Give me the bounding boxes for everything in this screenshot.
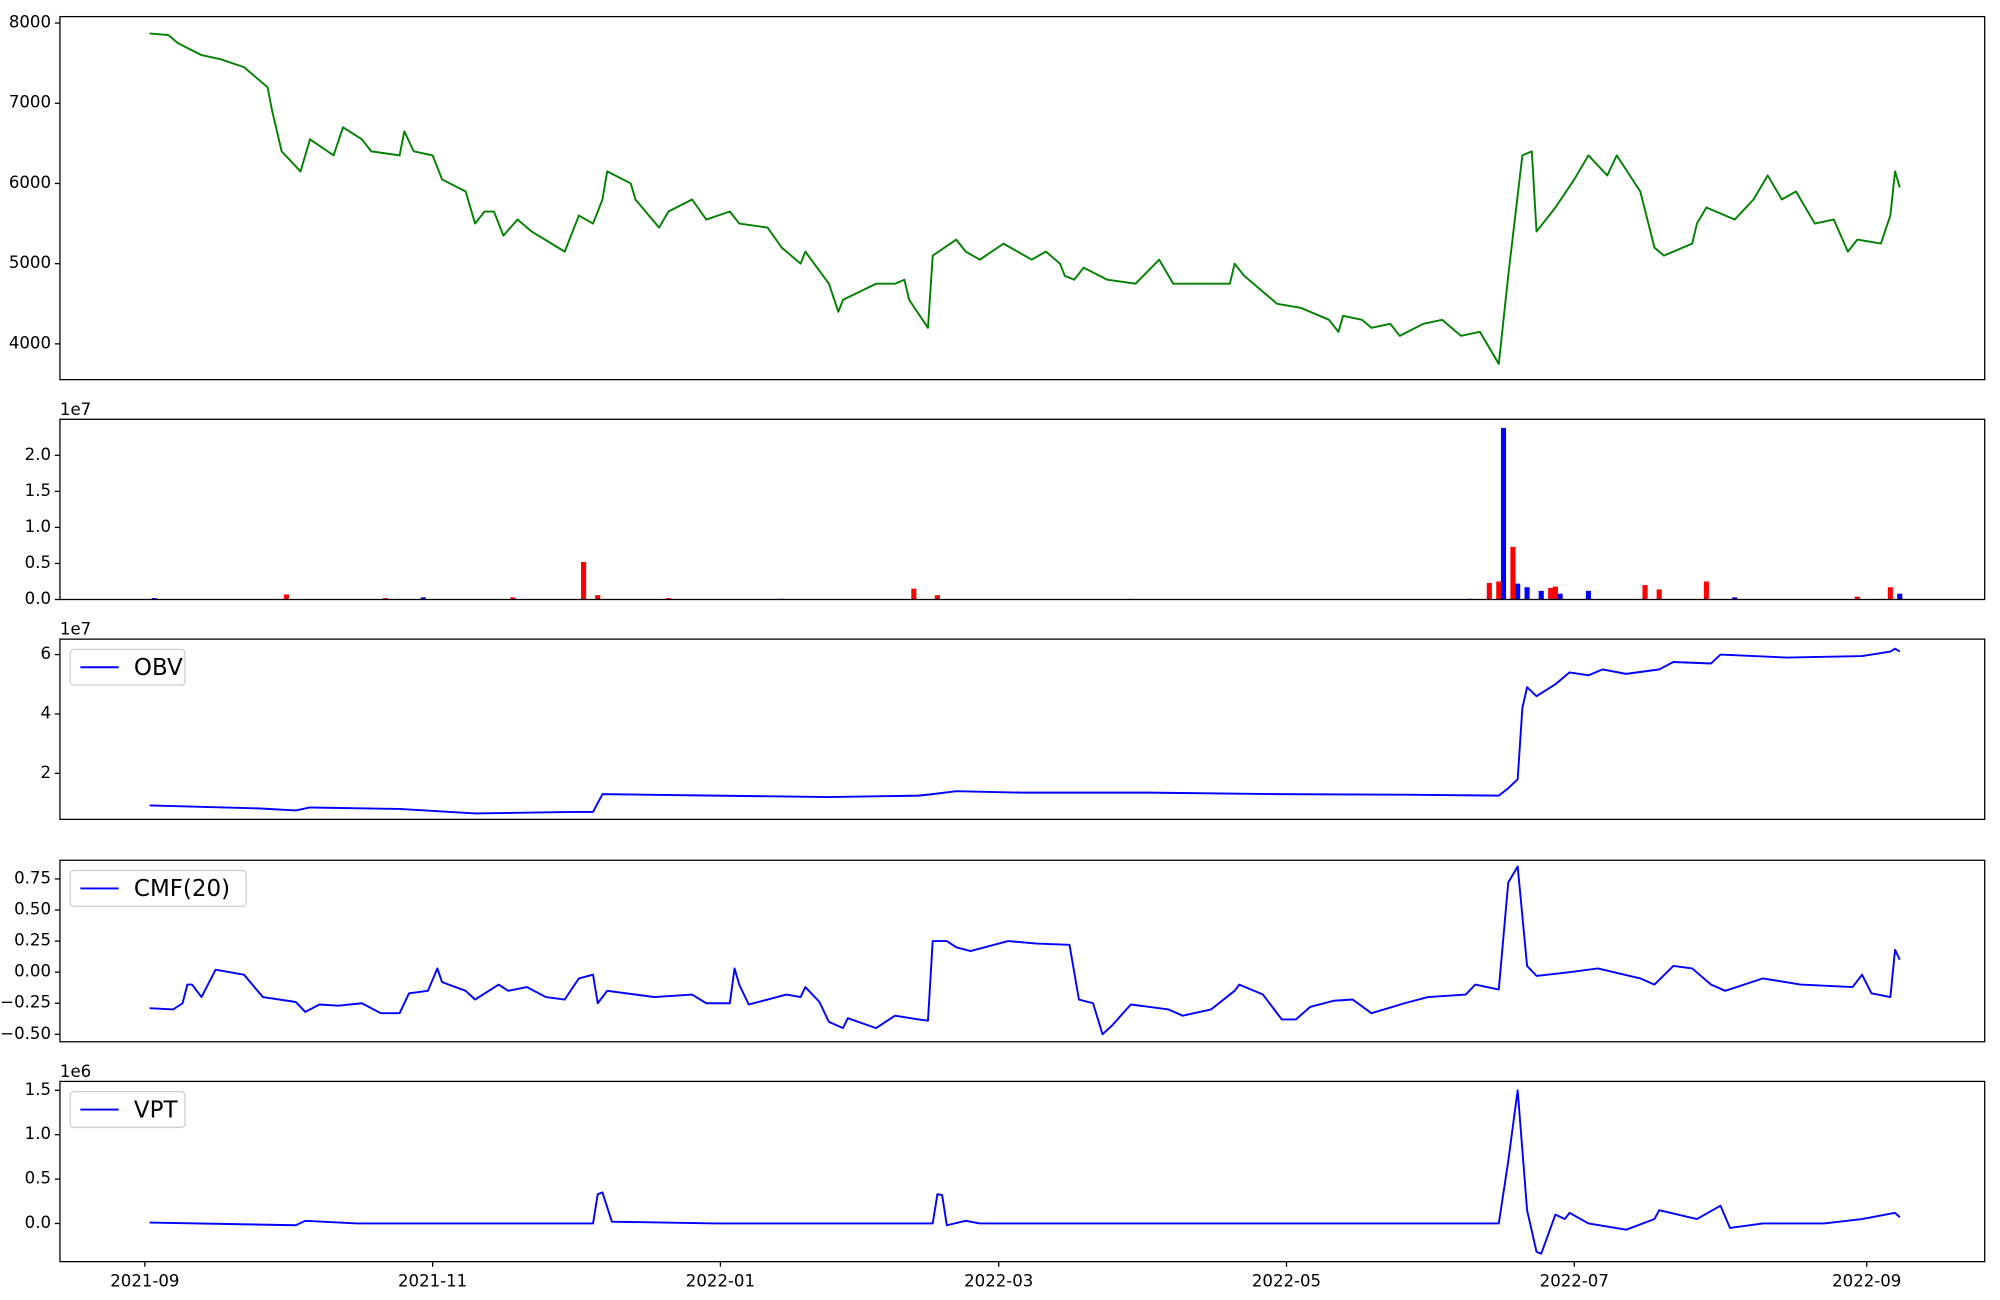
legend-label: VPT xyxy=(134,1097,179,1123)
volume-bar xyxy=(1887,587,1893,600)
x-tick-label: 2021-09 xyxy=(110,1272,179,1291)
x-tick-label: 2021-11 xyxy=(398,1272,467,1291)
y-tick-label: 4000 xyxy=(9,333,51,352)
volume-bar xyxy=(1897,593,1903,600)
x-tick-label: 2022-09 xyxy=(1832,1272,1901,1291)
volume-bar xyxy=(283,594,289,600)
legend-box xyxy=(69,1091,186,1129)
volume-bar xyxy=(1548,587,1554,600)
volume-bar xyxy=(1552,586,1558,600)
axes-frame xyxy=(59,15,1986,381)
axes-frame xyxy=(59,859,1986,1043)
y-tick-label: 8000 xyxy=(9,13,51,32)
volume-bar xyxy=(1500,427,1507,600)
y-tick-label: −0.25 xyxy=(0,993,51,1012)
volume-bar xyxy=(1585,590,1591,600)
legend-box xyxy=(69,648,186,686)
volume-bar xyxy=(581,562,587,600)
x-tick-label: 2022-03 xyxy=(964,1272,1033,1291)
y-tick-label: 2 xyxy=(40,763,51,782)
volume-bar xyxy=(1703,581,1709,600)
volume-bar xyxy=(420,597,426,600)
volume-bar xyxy=(1510,546,1516,600)
volume-bar xyxy=(934,595,940,600)
volume-bar xyxy=(595,595,601,600)
offset-text: 1e7 xyxy=(60,620,91,639)
offset-text: 1e7 xyxy=(60,400,91,419)
volume-bar xyxy=(1557,593,1563,600)
y-tick-label: −0.50 xyxy=(0,1024,51,1043)
volume-bar xyxy=(510,597,516,600)
axes-frame xyxy=(59,1080,1986,1263)
legend-label: CMF(20) xyxy=(134,876,230,902)
y-tick-label: 2.0 xyxy=(25,445,51,464)
y-tick-label: 4 xyxy=(40,703,51,722)
indicator-line xyxy=(149,865,1901,1036)
volume-bar xyxy=(665,598,672,600)
y-tick-label: 0.5 xyxy=(25,553,51,572)
y-tick-label: 1.0 xyxy=(25,517,51,536)
y-tick-label: 6000 xyxy=(9,173,51,192)
volume-bar xyxy=(1732,597,1738,600)
volume-bar xyxy=(1496,581,1502,600)
offset-text: 1e6 xyxy=(60,1062,91,1081)
legend-box xyxy=(69,869,247,907)
indicator-line xyxy=(149,1089,1901,1255)
y-tick-label: 0.25 xyxy=(14,931,51,950)
y-tick-label: 5000 xyxy=(9,253,51,272)
volume-bar xyxy=(1524,587,1530,600)
volume-bar xyxy=(1642,585,1648,600)
y-tick-label: 0.00 xyxy=(14,962,51,981)
x-tick-label: 2022-07 xyxy=(1540,1272,1609,1291)
volume-bar xyxy=(1854,596,1860,600)
volume-bar xyxy=(151,598,157,600)
volume-bar xyxy=(382,598,389,600)
axes-frame xyxy=(59,638,1986,821)
indicator-line xyxy=(149,647,1901,815)
volume-bar xyxy=(1515,583,1521,600)
legend-label: OBV xyxy=(134,655,183,681)
y-tick-label: 0.0 xyxy=(25,1213,51,1232)
x-tick-label: 2022-01 xyxy=(686,1272,755,1291)
volume-bar xyxy=(1656,589,1662,600)
y-tick-label: 6 xyxy=(40,644,51,663)
y-tick-label: 0.0 xyxy=(25,589,51,608)
y-tick-label: 1.0 xyxy=(25,1124,51,1143)
y-tick-label: 0.75 xyxy=(14,868,51,887)
volume-bar xyxy=(1538,590,1544,600)
y-tick-label: 0.50 xyxy=(14,899,51,918)
volume-bar xyxy=(1486,582,1492,600)
y-tick-label: 1.5 xyxy=(25,1080,51,1099)
y-tick-label: 0.5 xyxy=(25,1169,51,1188)
y-tick-label: 1.5 xyxy=(25,481,51,500)
x-tick-label: 2022-05 xyxy=(1252,1272,1321,1291)
price-line xyxy=(149,32,1901,365)
volume-bar xyxy=(911,588,917,600)
axes-frame xyxy=(59,418,1986,601)
y-tick-label: 7000 xyxy=(9,93,51,112)
